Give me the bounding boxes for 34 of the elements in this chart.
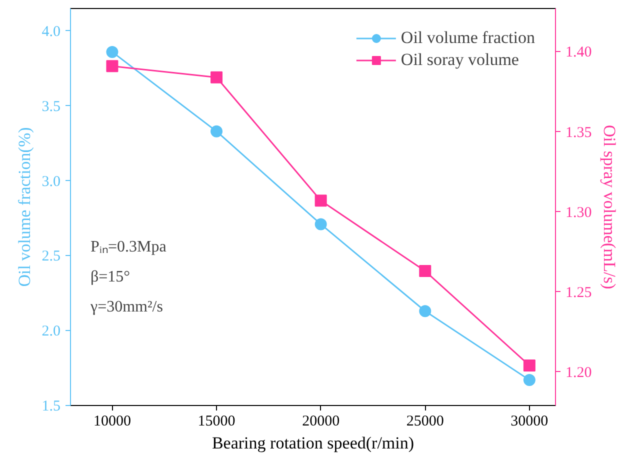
point [314,194,327,207]
point [523,374,536,386]
point [419,305,432,318]
y-tick-label: 2.5 [42,248,60,265]
point [106,60,118,72]
annotation: Pᵢₙ=0.3Mpa [90,238,166,256]
y2-tick-label: 1.40 [566,44,592,61]
point [314,218,327,230]
point [523,359,536,372]
x-tick-label: 15000 [198,414,236,430]
x-axis-title: Bearing rotation speed(r/min) [212,434,414,452]
y2-tick-label: 1.35 [566,124,592,141]
y2-tick-label: 1.30 [566,204,592,221]
y-tick-label: 2.0 [42,324,60,340]
x-tick-label: 10000 [93,414,131,430]
point [210,125,223,138]
x-tick-label: 20000 [302,414,340,430]
legend-label: Oil soray volume [400,50,519,70]
point [210,71,223,84]
x-tick-label: 25000 [406,414,444,430]
point [106,46,118,58]
y-tick-label: 3.5 [42,98,60,115]
y-tick-label: 3.0 [42,174,60,190]
y-axis-title: Oil volume fraction(%) [14,127,34,287]
annotation: β=15° [90,268,130,286]
y2-tick-label: 1.25 [566,284,592,301]
y-tick-label: 4.0 [42,24,60,40]
y-tick-label: 1.5 [42,398,60,414]
y2-tick-label: 1.20 [566,364,592,381]
x-tick-label: 30000 [510,414,548,430]
point [419,265,432,278]
y2-axis-title: Oil spray volume(mL/s) [600,124,619,290]
annotation: γ=30mm²/s [90,298,163,316]
legend-label: Oil volume fraction [400,28,535,48]
